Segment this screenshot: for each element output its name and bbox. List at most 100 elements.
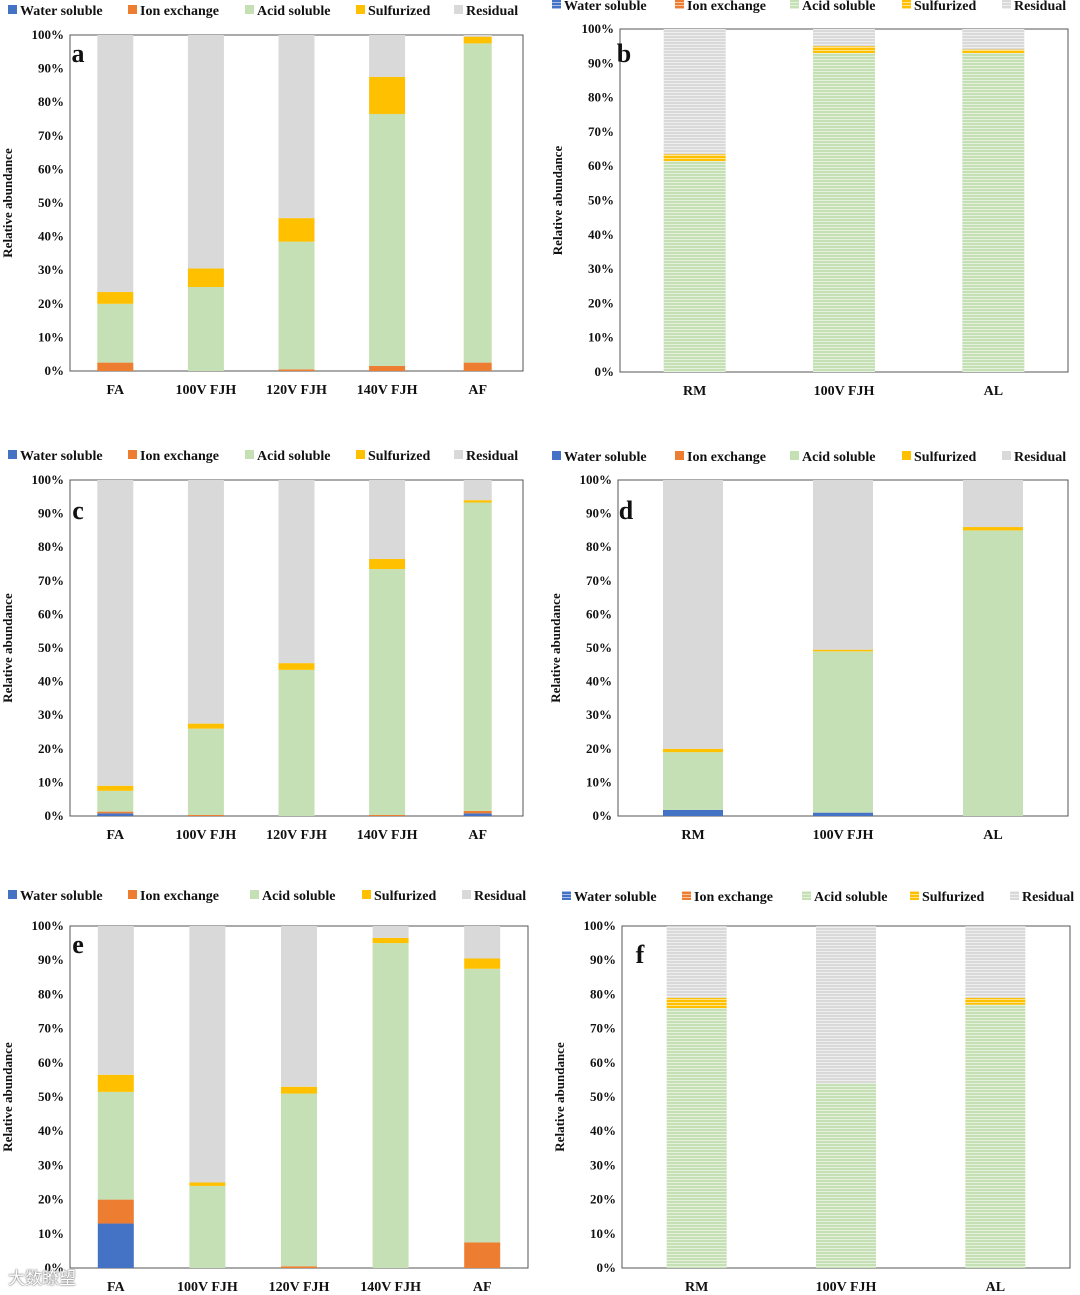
legend-label-residual: Residual xyxy=(1014,0,1066,14)
y-tick-label: 80% xyxy=(38,94,64,109)
x-tick-label: AF xyxy=(473,1280,492,1295)
legend-label-residual: Residual xyxy=(474,889,526,904)
bar-segment-100v-fjh-residual xyxy=(187,35,224,269)
chart-svg: Water soluble Ion exchange Acid soluble Sul… xyxy=(0,449,524,843)
legend-label-water-soluble: Water soluble xyxy=(20,889,103,904)
legend-swatch-sulfurized xyxy=(356,5,365,14)
legend-swatch-ion-exchange xyxy=(128,890,137,899)
y-tick-label: 20% xyxy=(38,296,64,311)
bar-segment-rm-sulfurized xyxy=(663,154,726,162)
y-tick-label: 60% xyxy=(588,158,614,173)
bar-segment-140v-fjh-residual xyxy=(369,480,406,559)
legend-label-water-soluble: Water soluble xyxy=(564,0,647,14)
bar-segment-120v-fjh-residual xyxy=(281,926,317,1087)
legend-label-sulfurized: Sulfurized xyxy=(914,450,976,465)
chart-panel-b: Water soluble Ion exchange Acid soluble Sul… xyxy=(540,0,1080,420)
bar-segment-rm-acid-soluble xyxy=(663,752,723,810)
bar-segment-140v-fjh-sulfurized xyxy=(369,558,406,570)
bar-segment-af-sulfurized xyxy=(464,958,501,969)
bar-segment-100v-fjh-residual xyxy=(816,926,876,1084)
chart-panel-c: Water soluble Ion exchange Acid soluble Sul… xyxy=(0,443,540,858)
bar-segment-120v-fjh-acid-soluble xyxy=(278,669,315,816)
panel-label: b xyxy=(617,39,631,68)
y-tick-label: 20% xyxy=(38,1192,64,1207)
bar-segment-af-residual xyxy=(463,480,492,501)
bar-segment-al-acid-soluble xyxy=(962,53,1025,372)
y-tick-label: 10% xyxy=(38,1226,64,1241)
y-tick-label: 50% xyxy=(588,193,614,208)
legend-swatch-residual xyxy=(1002,451,1011,460)
y-tick-label: 100% xyxy=(32,472,65,487)
y-tick-label: 70% xyxy=(38,128,64,143)
y-tick-label: 100% xyxy=(32,918,65,933)
legend-label-residual: Residual xyxy=(1014,450,1066,465)
x-tick-label: 100V FJH xyxy=(175,828,236,843)
bar-segment-rm-residual xyxy=(666,926,727,998)
y-tick-label: 0% xyxy=(593,808,613,823)
bar-segment-120v-fjh-acid-soluble xyxy=(278,241,315,370)
legend-label-acid-soluble: Acid soluble xyxy=(814,890,888,905)
legend: Water soluble Ion exchange Acid soluble Sul… xyxy=(8,889,526,904)
bar-segment-fa-residual xyxy=(97,926,134,1075)
legend: Water soluble Ion exchange Acid soluble Sul… xyxy=(552,0,1066,14)
legend-label-residual: Residual xyxy=(466,449,518,464)
legend-swatch-ion-exchange xyxy=(675,451,684,460)
y-tick-label: 60% xyxy=(586,606,612,621)
y-tick-label: 10% xyxy=(588,330,614,345)
x-tick-label: 120V FJH xyxy=(269,1280,330,1295)
legend-swatch-acid-soluble xyxy=(245,450,254,459)
legend-label-acid-soluble: Acid soluble xyxy=(262,889,336,904)
bar-segment-140v-fjh-residual xyxy=(369,35,406,77)
bar-segment-100v-fjh-water-soluble xyxy=(813,812,873,816)
bar-segment-af-acid-soluble xyxy=(463,502,492,811)
bar-segment-100v-fjh-residual xyxy=(813,480,873,650)
y-tick-label: 70% xyxy=(38,573,64,588)
y-tick-label: 50% xyxy=(38,1089,64,1104)
bar-segment-fa-sulfurized xyxy=(97,1074,134,1092)
bar-segment-100v-fjh-residual xyxy=(813,29,875,47)
chart-panel-d: Water soluble Ion exchange Acid soluble Sul… xyxy=(540,443,1080,858)
y-tick-label: 10% xyxy=(590,1226,616,1241)
legend-swatch-acid-soluble xyxy=(245,5,254,14)
y-tick-label: 80% xyxy=(38,986,64,1001)
legend-label-ion-exchange: Ion exchange xyxy=(140,449,219,464)
bar-segment-fa-residual xyxy=(97,35,134,293)
legend-swatch-water-soluble xyxy=(552,0,561,9)
chart-svg: Water soluble Ion exchange Acid soluble Sul… xyxy=(0,889,529,1295)
y-tick-label: 60% xyxy=(38,161,64,176)
bar-segment-140v-fjh-acid-soluble xyxy=(369,569,406,815)
legend-swatch-water-soluble xyxy=(8,5,17,14)
legend-swatch-ion-exchange xyxy=(128,5,137,14)
bar-segment-fa-acid-soluble xyxy=(97,303,134,363)
bar-segment-rm-water-soluble xyxy=(663,809,723,816)
legend-swatch-residual xyxy=(454,5,463,14)
y-tick-label: 70% xyxy=(588,124,614,139)
y-axis-label: Relative abundance xyxy=(0,593,15,703)
y-tick-label: 40% xyxy=(588,227,614,242)
y-tick-label: 30% xyxy=(590,1157,616,1172)
legend-label-water-soluble: Water soluble xyxy=(20,449,103,464)
bar-segment-120v-fjh-residual xyxy=(278,35,315,219)
y-tick-label: 50% xyxy=(38,195,64,210)
y-tick-label: 90% xyxy=(590,952,616,967)
legend-swatch-water-soluble xyxy=(8,890,17,899)
bar-segment-fa-water-soluble xyxy=(97,813,134,816)
bar-segment-100v-fjh-sulfurized xyxy=(813,46,875,54)
y-tick-label: 90% xyxy=(38,952,64,967)
legend-swatch-acid-soluble xyxy=(250,890,259,899)
bar-segment-fa-water-soluble xyxy=(97,1223,134,1268)
legend: Water soluble Ion exchange Acid soluble Sul… xyxy=(8,4,518,19)
bar-segment-100v-fjh-residual xyxy=(189,926,226,1183)
x-tick-label: AL xyxy=(984,384,1003,399)
legend-label-ion-exchange: Ion exchange xyxy=(140,889,219,904)
legend-swatch-ion-exchange xyxy=(675,0,684,9)
y-tick-label: 70% xyxy=(586,573,612,588)
y-tick-label: 100% xyxy=(582,21,615,36)
y-tick-label: 10% xyxy=(586,774,612,789)
legend: Water soluble Ion exchange Acid soluble Sul… xyxy=(8,449,518,464)
y-tick-label: 100% xyxy=(580,472,613,487)
legend-label-ion-exchange: Ion exchange xyxy=(687,450,766,465)
x-tick-label: 140V FJH xyxy=(357,383,418,398)
legend-swatch-sulfurized xyxy=(902,0,911,9)
bar-segment-fa-ion-exchange xyxy=(97,1199,134,1224)
